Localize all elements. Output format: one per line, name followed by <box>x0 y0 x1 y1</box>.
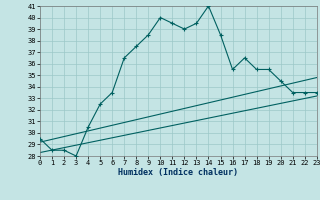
X-axis label: Humidex (Indice chaleur): Humidex (Indice chaleur) <box>118 168 238 177</box>
